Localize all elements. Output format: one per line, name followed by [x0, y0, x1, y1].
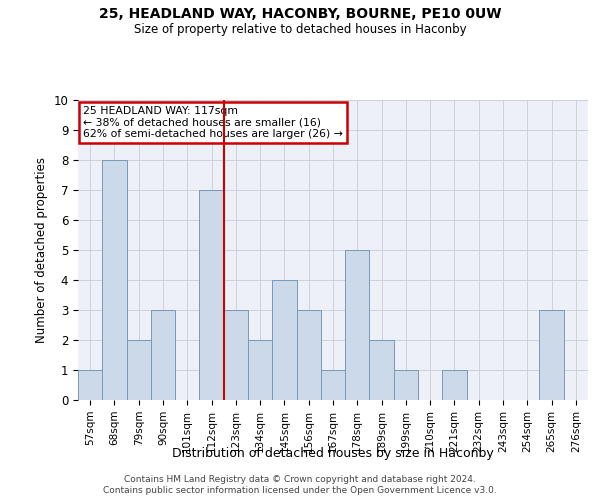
Text: Size of property relative to detached houses in Haconby: Size of property relative to detached ho… — [134, 22, 466, 36]
Bar — [345, 250, 370, 400]
Bar — [539, 310, 564, 400]
Text: 25, HEADLAND WAY, HACONBY, BOURNE, PE10 0UW: 25, HEADLAND WAY, HACONBY, BOURNE, PE10 … — [99, 8, 501, 22]
Y-axis label: Number of detached properties: Number of detached properties — [35, 157, 48, 343]
Text: Contains public sector information licensed under the Open Government Licence v3: Contains public sector information licen… — [103, 486, 497, 495]
Bar — [321, 370, 345, 400]
Bar — [370, 340, 394, 400]
Bar — [248, 340, 272, 400]
Text: Contains HM Land Registry data © Crown copyright and database right 2024.: Contains HM Land Registry data © Crown c… — [124, 475, 476, 484]
Text: Distribution of detached houses by size in Haconby: Distribution of detached houses by size … — [172, 448, 494, 460]
Bar — [442, 370, 467, 400]
Bar — [296, 310, 321, 400]
Bar — [394, 370, 418, 400]
Bar — [224, 310, 248, 400]
Bar — [127, 340, 151, 400]
Bar — [78, 370, 102, 400]
Bar — [151, 310, 175, 400]
Bar — [102, 160, 127, 400]
Bar — [272, 280, 296, 400]
Bar — [199, 190, 224, 400]
Text: 25 HEADLAND WAY: 117sqm
← 38% of detached houses are smaller (16)
62% of semi-de: 25 HEADLAND WAY: 117sqm ← 38% of detache… — [83, 106, 343, 139]
